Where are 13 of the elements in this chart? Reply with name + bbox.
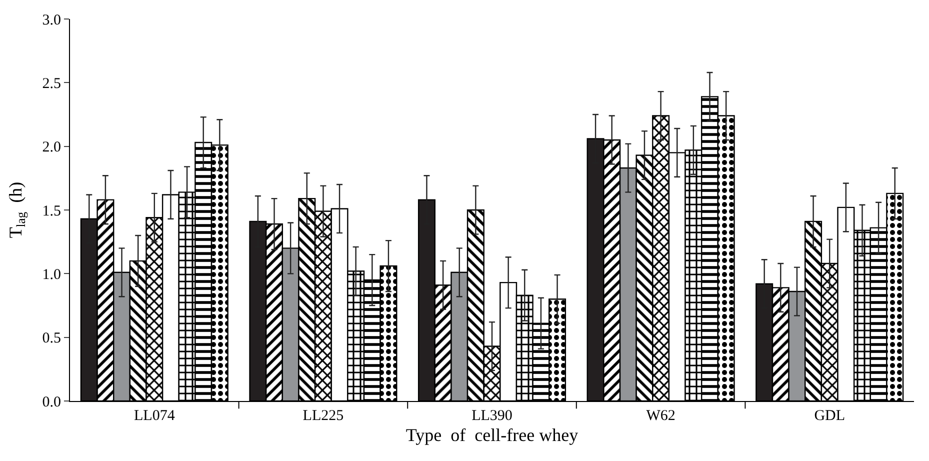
y-tick-label: 0.0 [42,394,61,410]
x-axis-title: Type of cell-free whey [406,425,578,446]
y-tick-label: 2.5 [42,76,61,92]
y-tick-label: 3.0 [42,12,61,28]
x-tick-label: LL390 [472,408,512,424]
y-tick-label: 2.0 [42,140,61,156]
x-tick-label: GDL [814,408,846,424]
y-tick-label: 1.0 [42,266,61,283]
x-tick-label: W62 [646,408,676,424]
y-tick-label: 1.5 [42,203,61,220]
x-tick-label: LL074 [134,408,176,424]
x-tick-label: LL225 [302,408,344,424]
y-tick-label: 0.5 [42,330,61,347]
